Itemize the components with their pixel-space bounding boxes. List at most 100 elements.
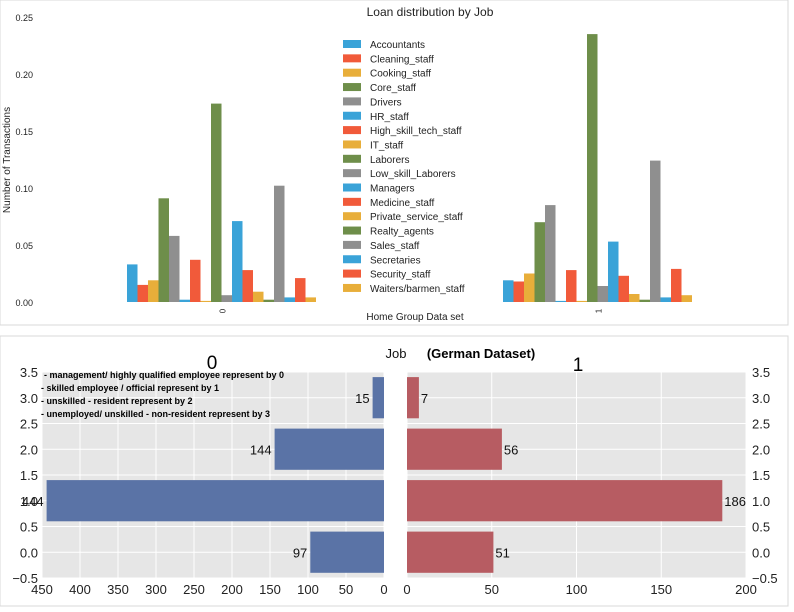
legend-note: - unskilled - resident represent by 2 (41, 396, 193, 406)
x-tick-label: 350 (107, 582, 129, 597)
bar (242, 270, 253, 302)
bar (618, 275, 629, 302)
legend-swatch (343, 212, 361, 221)
legend-swatch (343, 111, 361, 120)
bar (263, 299, 274, 302)
x-tick-label: 50 (339, 582, 353, 597)
legend-swatch (343, 255, 361, 264)
bar (232, 221, 243, 302)
bar (681, 295, 692, 302)
y-tick-label: 0.25 (15, 13, 33, 23)
x-tick-label: 1 (595, 308, 604, 313)
right-panel-title: 1 (573, 355, 584, 376)
x-tick-label: 100 (566, 582, 588, 597)
legend-label: Realty_agents (370, 227, 434, 238)
legend-swatch (343, 283, 361, 292)
legend-label: Laborers (370, 155, 409, 166)
data-label: 444 (22, 494, 44, 509)
legend-label: Cleaning_staff (370, 54, 434, 65)
bar (137, 284, 148, 302)
y-tick-label-right: 1.0 (752, 494, 770, 509)
bar (555, 300, 566, 302)
y-tick-label-right: −0.5 (752, 571, 778, 586)
legend-label: Secretaries (370, 255, 421, 266)
legend-note: - unemployed/ unskilled - non-resident r… (41, 409, 270, 419)
bar (545, 205, 556, 302)
x-tick-label: 0 (380, 582, 387, 597)
bottom-chart-title: Job (386, 346, 407, 361)
legend-swatch (343, 40, 361, 48)
x-tick-label: 100 (297, 582, 319, 597)
bar (650, 160, 661, 302)
bar (407, 531, 494, 573)
legend-note: - skilled employee / official represent … (41, 383, 219, 393)
x-tick-label: 0 (219, 308, 228, 313)
legend-label: Security_staff (370, 270, 431, 281)
legend-label: IT_staff (370, 140, 403, 151)
y-tick-label-left: 3.5 (20, 365, 38, 380)
y-tick-label: 0.15 (15, 127, 33, 137)
x-tick-label: 50 (485, 582, 499, 597)
bar (407, 428, 502, 470)
bar (660, 297, 671, 302)
bar (566, 270, 577, 302)
data-label: 56 (504, 442, 518, 457)
legend-label: High_skill_tech_staff (370, 126, 462, 137)
legend-label: Medicine_staff (370, 198, 435, 209)
x-tick-label: 300 (145, 582, 167, 597)
bar (639, 299, 650, 302)
left-panel-title: 0 (207, 353, 218, 374)
bar (524, 273, 535, 302)
y-tick-label-left: 3.0 (20, 391, 38, 406)
y-axis-label: Number of Transactions (2, 107, 13, 213)
x-tick-label: 150 (650, 582, 672, 597)
bar (310, 531, 384, 573)
bar (513, 281, 524, 302)
data-label: 7 (421, 391, 428, 406)
bar (253, 291, 264, 302)
legend-label: Low_skill_Laborers (370, 169, 456, 180)
legend-note: - management/ highly qualified employee … (44, 370, 284, 380)
legend-swatch (343, 54, 361, 63)
legend-label: HR_staff (370, 112, 409, 123)
bar (127, 264, 138, 302)
x-tick-label: 150 (259, 582, 281, 597)
bar (284, 297, 295, 302)
legend-label: Waiters/barmen_staff (370, 284, 465, 295)
legend-swatch (343, 169, 361, 178)
legend-label: Drivers (370, 97, 402, 108)
legend-swatch (343, 197, 361, 206)
legend-swatch (343, 140, 361, 149)
y-tick-label: 0.00 (15, 298, 33, 308)
legend-swatch (343, 126, 361, 135)
legend-swatch (343, 68, 361, 77)
bar (587, 34, 598, 302)
legend-label: Managers (370, 184, 414, 195)
y-tick-label-left: 2.0 (20, 442, 38, 457)
bar (274, 185, 285, 302)
y-tick-label-left: 0.0 (20, 545, 38, 560)
legend-label: Private_service_staff (370, 212, 463, 223)
legend-swatch (343, 83, 361, 92)
data-label: 15 (355, 391, 369, 406)
x-tick-label: 0 (403, 582, 410, 597)
bar (200, 300, 211, 302)
legend-swatch (343, 240, 361, 249)
bar (190, 259, 201, 302)
y-tick-label-right: 0.0 (752, 545, 770, 560)
bar (211, 103, 222, 302)
y-tick-label-right: 3.0 (752, 391, 770, 406)
data-label: 97 (293, 545, 307, 560)
y-tick-label-left: 0.5 (20, 520, 38, 535)
bar (534, 222, 545, 302)
y-tick-label-left: 1.0 (20, 494, 38, 509)
data-label: 51 (495, 545, 509, 560)
legend-label: Core_staff (370, 83, 416, 94)
data-label: 186 (724, 494, 746, 509)
bottom-chart-subtitle: (German Dataset) (427, 346, 535, 361)
bar (407, 377, 419, 419)
bar (295, 278, 306, 302)
bar (179, 299, 190, 302)
